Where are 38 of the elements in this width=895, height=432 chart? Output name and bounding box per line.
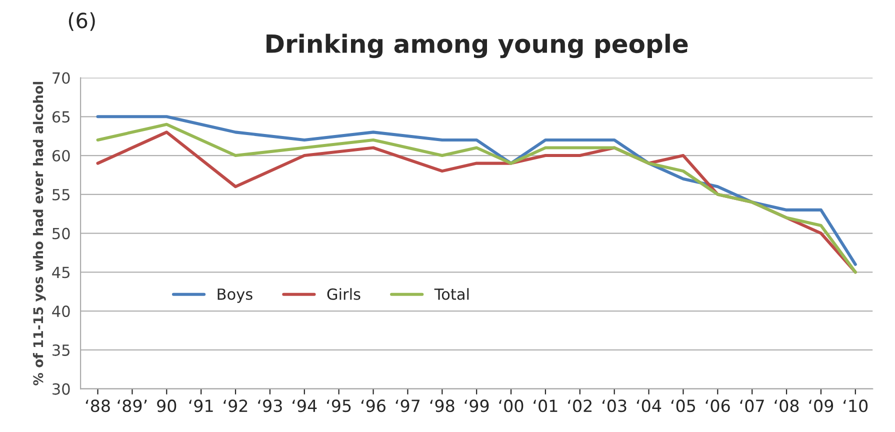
y-tick-label: 60 xyxy=(52,150,70,162)
y-tick-label: 65 xyxy=(52,111,70,123)
x-tick-label: ‘96 xyxy=(361,400,386,412)
y-tick-label: 40 xyxy=(52,306,70,318)
y-tick-label: 30 xyxy=(52,383,70,395)
y-tick-label: 55 xyxy=(52,189,70,200)
x-tick-label: ‘97 xyxy=(396,400,420,412)
x-tick-label: ‘00 xyxy=(499,400,524,412)
y-tick-label: 35 xyxy=(52,344,70,356)
x-tick-label: ‘01 xyxy=(534,400,558,412)
legend-label: Girls xyxy=(327,288,360,300)
x-tick-label: ‘94 xyxy=(292,400,317,412)
x-tick-label: ‘99 xyxy=(464,400,489,412)
x-tick-label: ‘93 xyxy=(258,400,282,412)
y-tick-label: 70 xyxy=(52,72,70,84)
x-tick-label: ‘10 xyxy=(844,400,868,412)
x-tick-label: 90 xyxy=(157,400,176,412)
y-tick-label: 45 xyxy=(52,266,70,278)
x-tick-label: ‘92 xyxy=(224,400,248,412)
x-tick-label: ‘09 xyxy=(809,400,834,412)
y-tick-label: 50 xyxy=(52,228,70,240)
x-tick-label: ‘91 xyxy=(189,400,213,412)
legend-label: Total xyxy=(434,288,469,300)
x-tick-label: ‘04 xyxy=(636,400,662,412)
x-tick-label: ‘02 xyxy=(568,400,592,412)
text: (6) xyxy=(68,12,95,31)
x-tick-label: ‘06 xyxy=(706,400,730,412)
x-tick-label: ‘07 xyxy=(740,400,764,412)
y-axis-title: % of 11-15 yos who had ever had alcohol xyxy=(32,82,46,386)
chart-title: Drinking among young people xyxy=(266,34,688,58)
x-tick-label: ‘03 xyxy=(602,400,626,412)
x-tick-label: ‘05 xyxy=(671,400,696,412)
legend-label: Boys xyxy=(218,288,252,303)
x-tick-label: ‘89’ xyxy=(118,400,147,412)
x-tick-label: ‘88 xyxy=(86,400,110,412)
x-tick-label: ‘08 xyxy=(774,400,799,412)
x-tick-label: ‘98 xyxy=(430,400,454,412)
x-tick-label: ‘95 xyxy=(327,400,351,412)
